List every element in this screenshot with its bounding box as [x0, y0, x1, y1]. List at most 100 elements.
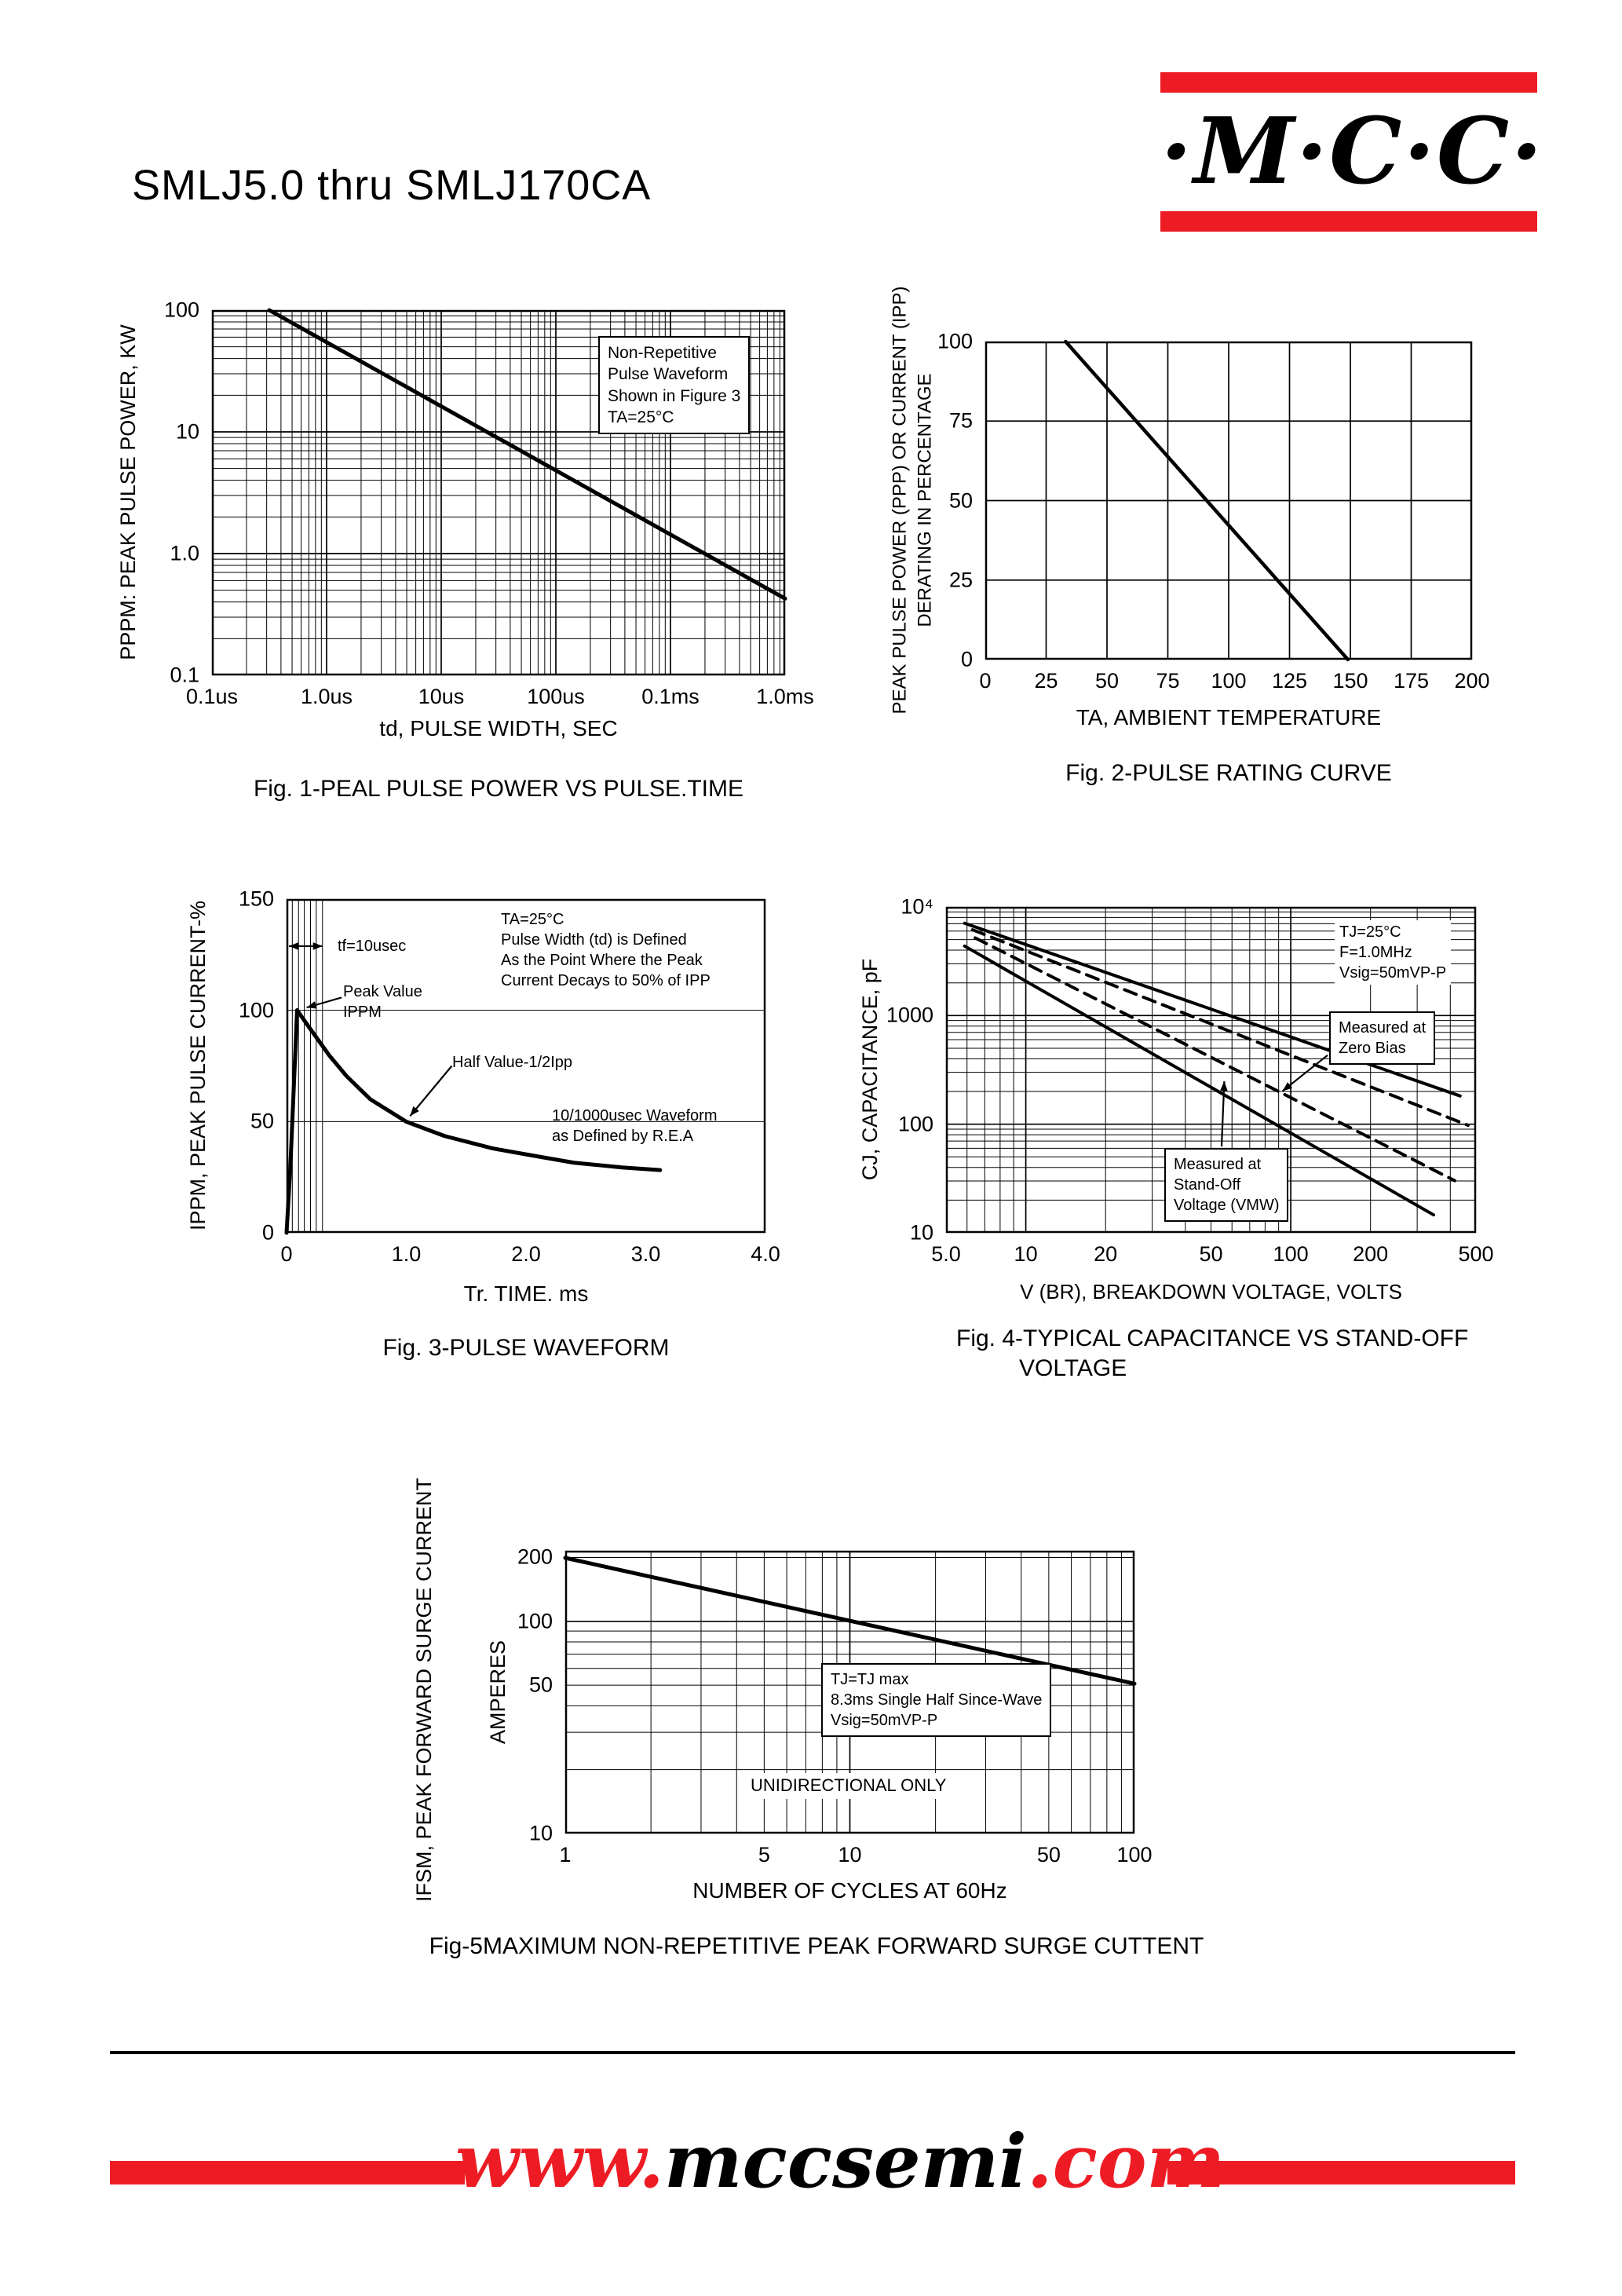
fig2-x-axis-label: TA, AMBIENT TEMPERATURE: [1076, 705, 1382, 729]
mcc-logo: ·M·C·C·: [1160, 72, 1544, 232]
fig4-y-tick: 100: [897, 1112, 933, 1136]
fig2-x-tick: 25: [1034, 669, 1058, 693]
fig1-canvas: [211, 308, 787, 676]
fig3-caption: Fig. 3-PULSE WAVEFORM: [382, 1335, 670, 1361]
fig2-x-tick: 125: [1271, 669, 1308, 693]
fig4-y-axis-label: CJ, CAPACITANCE, pF: [857, 958, 882, 1181]
fig1-x-tick: 0.1ms: [641, 685, 700, 708]
fig4-standoff-label: Measured at Stand-Off Voltage (VMW): [1164, 1148, 1289, 1222]
fig4-x-tick: 500: [1458, 1242, 1494, 1266]
fig2-x-tick: 150: [1332, 669, 1368, 693]
fig1-y-tick: 10: [175, 419, 199, 444]
fig1-y-tick: 1.0: [170, 541, 199, 565]
fig4-x-tick: 10: [1014, 1242, 1038, 1266]
url-tld: .com: [1026, 2119, 1225, 2205]
fig2-x-tick: 75: [1156, 669, 1180, 693]
fig5-y-tick: 100: [517, 1609, 553, 1633]
fig1-x-tick: 1.0us: [300, 685, 353, 708]
fig5-x-tick: 100: [1116, 1843, 1153, 1866]
fig3-x-tick: 2.0: [511, 1242, 541, 1266]
fig2-canvas: [985, 339, 1473, 662]
fig5-x-tick: 10: [838, 1843, 862, 1866]
fig4-y-tick: 10: [909, 1220, 933, 1245]
fig3-half-value-note: Half Value-1/2Ipp: [452, 1054, 573, 1071]
fig2-caption: Fig. 2-PULSE RATING CURVE: [1065, 760, 1392, 786]
logo-bar-bottom: [1160, 210, 1537, 232]
fig5-x-tick: 1: [559, 1843, 572, 1866]
fig2-x-tick: 200: [1454, 669, 1490, 693]
fig4-x-tick: 5.0: [931, 1242, 961, 1266]
footer-bar-right: [1167, 2161, 1515, 2184]
fig5-x-axis-label: NUMBER OF CYCLES AT 60Hz: [692, 1878, 1007, 1903]
fig4-x-tick: 200: [1353, 1242, 1389, 1266]
fig3-definition-note: TA=25°C Pulse Width (td) is Defined As t…: [501, 911, 711, 989]
logo-bar-top: [1160, 72, 1537, 93]
fig1-y-tick: 0.1: [170, 663, 199, 687]
fig3-x-tick: 3.0: [630, 1242, 661, 1266]
fig4-x-tick: 20: [1094, 1242, 1118, 1266]
fig5-unidirectional-note: UNIDIRECTIONAL ONLY: [744, 1773, 953, 1799]
fig5-y-tick: 200: [517, 1545, 553, 1569]
fig2-y-tick: 25: [948, 568, 973, 592]
fig3-risetime-note: tf=10usec: [338, 938, 407, 955]
fig5-y-axis-label-amperes: AMPERES: [485, 1640, 510, 1745]
footer-bar-left: [110, 2161, 465, 2184]
fig1-x-tick: 100us: [527, 685, 585, 708]
fig4-zero-bias-label: Measured at Zero Bias: [1329, 1011, 1436, 1065]
fig1-y-tick: 100: [163, 298, 199, 322]
fig4-canvas: [945, 906, 1477, 1234]
website-url: www.mccsemi.com: [455, 2119, 1225, 2205]
fig3-y-tick: 0: [261, 1220, 274, 1245]
fig4-caption-line1: Fig. 4-TYPICAL CAPACITANCE VS STAND-OFF: [956, 1325, 1469, 1351]
fig5-y-axis-label-ifsm: IFSM, PEAK FORWARD SURGE CURRENT: [411, 1477, 436, 1903]
fig5-y-tick: 50: [528, 1673, 553, 1697]
fig4-y-tick: 10⁴: [901, 894, 933, 919]
fig5-caption: Fig-5MAXIMUM NON-REPETITIVE PEAK FORWARD…: [429, 1933, 1204, 1959]
fig3-y-tick: 150: [238, 887, 274, 911]
fig3-y-axis-label: IPPM, PEAK PULSE CURRENT-%: [185, 900, 210, 1231]
fig1-x-axis-label: td, PULSE WIDTH, SEC: [379, 716, 618, 740]
logo-text: ·M·C·C·: [1160, 98, 1544, 205]
fig3-x-tick: 4.0: [751, 1242, 780, 1266]
fig2-y-tick: 75: [948, 408, 973, 433]
fig1-x-tick: 1.0ms: [756, 685, 814, 708]
fig3-y-tick: 50: [250, 1109, 274, 1133]
fig1-y-axis-label: PPPM: PEAK PULSE POWER, KW: [115, 324, 140, 660]
fig4-y-tick: 1000: [886, 1003, 933, 1027]
page-title: SMLJ5.0 thru SMLJ170CA: [132, 162, 652, 209]
fig4-x-axis-label: V (BR), BREAKDOWN VOLTAGE, VOLTS: [1020, 1280, 1402, 1303]
fig4-x-tick: 100: [1273, 1242, 1309, 1266]
fig3-peak-value-note: Peak Value IPPM: [343, 983, 422, 1021]
fig2-y-axis-label: PEAK PULSE POWER (PPP) OR CURRENT (IPP) …: [889, 286, 936, 715]
fig4-conditions-note: TJ=25°C F=1.0MHz Vsig=50mVP-P: [1335, 920, 1452, 985]
fig2-x-tick: 0: [979, 669, 992, 693]
fig4-x-tick: 50: [1199, 1242, 1223, 1266]
fig2-y-tick: 50: [948, 488, 973, 512]
fig1-note: Non-Repetitive Pulse Waveform Shown in F…: [598, 336, 751, 435]
fig3-plot: 0 1.0 2.0 3.0 4.0 150 100 50 0: [239, 887, 780, 1267]
fig5-y-tick: 10: [528, 1821, 553, 1845]
fig1-plot: 0.1us 1.0us 10us 100us 0.1ms 1.0ms 100 10 1.0 0.1: [164, 298, 814, 709]
fig3-canvas: [284, 898, 766, 1235]
fig2-x-tick: 175: [1393, 669, 1430, 693]
fig4-plot: 5.0 10 20 50 100 200 500 10⁴ 1000 100 10: [886, 895, 1494, 1267]
url-www: www.: [455, 2119, 665, 2205]
fig3-x-tick: 1.0: [391, 1242, 422, 1266]
fig2-x-tick: 50: [1094, 669, 1120, 693]
fig1-x-tick: 10us: [418, 685, 465, 708]
fig3-y-tick: 100: [238, 998, 274, 1022]
fig3-waveform-note: 10/1000usec Waveform as Defined by R.E.A: [552, 1107, 718, 1145]
fig2-plot: 0 25 50 75 100 125 150 175 200 100 75 50 25 0: [937, 330, 1490, 693]
fig2-x-tick: 100: [1211, 669, 1247, 693]
fig3-x-axis-label: Tr. TIME. ms: [463, 1281, 589, 1306]
fig2-y-tick: 100: [937, 329, 973, 353]
fig4-caption-line2: VOLTAGE: [1019, 1355, 1127, 1381]
fig5-x-tick: 50: [1036, 1843, 1061, 1866]
fig5-conditions-note: TJ=TJ max 8.3ms Single Half Since-Wave V…: [821, 1663, 1052, 1737]
fig5-x-tick: 5: [758, 1843, 770, 1866]
fig1-caption: Fig. 1-PEAL PULSE POWER VS PULSE.TIME: [253, 776, 744, 802]
fig3-x-tick: 0: [280, 1242, 293, 1266]
footer-divider: [110, 2051, 1515, 2054]
fig1-x-tick: 0.1us: [185, 685, 239, 708]
